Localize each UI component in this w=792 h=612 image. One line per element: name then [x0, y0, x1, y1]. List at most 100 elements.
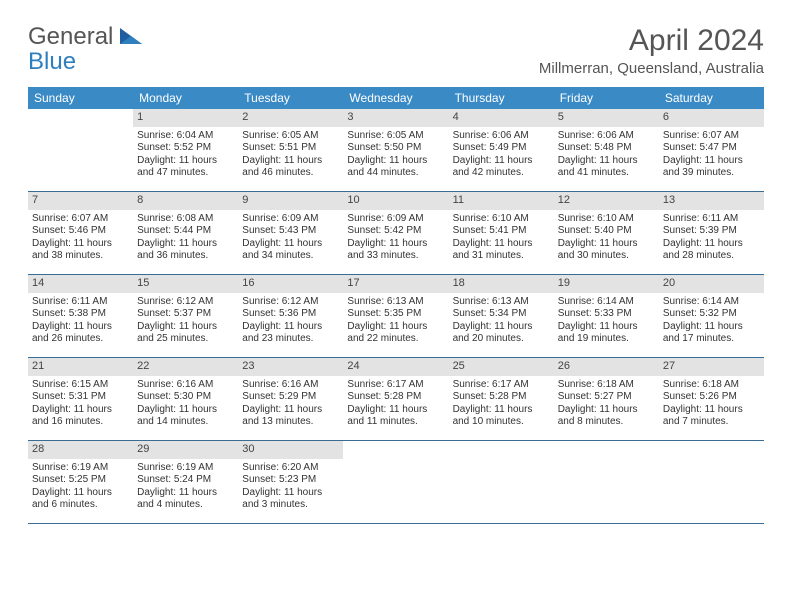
- day-day1: Daylight: 11 hours: [137, 487, 234, 500]
- day-sunrise: Sunrise: 6:15 AM: [32, 379, 129, 392]
- day-sunset: Sunset: 5:51 PM: [242, 142, 339, 155]
- day-sunset: Sunset: 5:47 PM: [663, 142, 760, 155]
- day-day1: Daylight: 11 hours: [137, 238, 234, 251]
- day-day2: and 39 minutes.: [663, 167, 760, 180]
- day-number: 1: [133, 109, 238, 127]
- day-cell: 18Sunrise: 6:13 AMSunset: 5:34 PMDayligh…: [449, 275, 554, 357]
- day-sunset: Sunset: 5:25 PM: [32, 474, 129, 487]
- day-sunrise: Sunrise: 6:14 AM: [558, 296, 655, 309]
- day-day1: Daylight: 11 hours: [558, 155, 655, 168]
- day-body: Sunrise: 6:16 AMSunset: 5:29 PMDaylight:…: [238, 376, 343, 433]
- day-sunrise: Sunrise: 6:18 AM: [558, 379, 655, 392]
- day-cell: 23Sunrise: 6:16 AMSunset: 5:29 PMDayligh…: [238, 358, 343, 440]
- day-day1: Daylight: 11 hours: [663, 321, 760, 334]
- day-cell: 22Sunrise: 6:16 AMSunset: 5:30 PMDayligh…: [133, 358, 238, 440]
- day-sunrise: Sunrise: 6:12 AM: [137, 296, 234, 309]
- day-body: Sunrise: 6:10 AMSunset: 5:41 PMDaylight:…: [449, 210, 554, 267]
- day-sunrise: Sunrise: 6:05 AM: [347, 130, 444, 143]
- day-cell: 28Sunrise: 6:19 AMSunset: 5:25 PMDayligh…: [28, 441, 133, 523]
- day-cell: 11Sunrise: 6:10 AMSunset: 5:41 PMDayligh…: [449, 192, 554, 274]
- day-number: 16: [238, 275, 343, 293]
- day-body: Sunrise: 6:18 AMSunset: 5:27 PMDaylight:…: [554, 376, 659, 433]
- day-body: Sunrise: 6:08 AMSunset: 5:44 PMDaylight:…: [133, 210, 238, 267]
- day-day1: Daylight: 11 hours: [137, 321, 234, 334]
- day-sunrise: Sunrise: 6:16 AM: [137, 379, 234, 392]
- day-day2: and 14 minutes.: [137, 416, 234, 429]
- day-sunrise: Sunrise: 6:06 AM: [453, 130, 550, 143]
- day-sunrise: Sunrise: 6:14 AM: [663, 296, 760, 309]
- day-day1: Daylight: 11 hours: [558, 404, 655, 417]
- day-header: Monday: [133, 87, 238, 109]
- day-cell: 21Sunrise: 6:15 AMSunset: 5:31 PMDayligh…: [28, 358, 133, 440]
- day-sunset: Sunset: 5:36 PM: [242, 308, 339, 321]
- day-sunrise: Sunrise: 6:17 AM: [347, 379, 444, 392]
- day-cell: 17Sunrise: 6:13 AMSunset: 5:35 PMDayligh…: [343, 275, 448, 357]
- day-cell: 26Sunrise: 6:18 AMSunset: 5:27 PMDayligh…: [554, 358, 659, 440]
- day-day2: and 23 minutes.: [242, 333, 339, 346]
- day-cell: 15Sunrise: 6:12 AMSunset: 5:37 PMDayligh…: [133, 275, 238, 357]
- day-sunset: Sunset: 5:50 PM: [347, 142, 444, 155]
- empty-cell: [554, 441, 659, 523]
- day-sunset: Sunset: 5:40 PM: [558, 225, 655, 238]
- day-sunset: Sunset: 5:24 PM: [137, 474, 234, 487]
- week-row: 7Sunrise: 6:07 AMSunset: 5:46 PMDaylight…: [28, 192, 764, 275]
- day-number: 24: [343, 358, 448, 376]
- day-sunset: Sunset: 5:48 PM: [558, 142, 655, 155]
- day-day1: Daylight: 11 hours: [137, 155, 234, 168]
- day-header: Wednesday: [343, 87, 448, 109]
- day-header: Thursday: [449, 87, 554, 109]
- day-day2: and 46 minutes.: [242, 167, 339, 180]
- week-row: 1Sunrise: 6:04 AMSunset: 5:52 PMDaylight…: [28, 109, 764, 192]
- day-body: Sunrise: 6:11 AMSunset: 5:39 PMDaylight:…: [659, 210, 764, 267]
- day-body: Sunrise: 6:19 AMSunset: 5:24 PMDaylight:…: [133, 459, 238, 516]
- day-sunrise: Sunrise: 6:12 AM: [242, 296, 339, 309]
- day-cell: 25Sunrise: 6:17 AMSunset: 5:28 PMDayligh…: [449, 358, 554, 440]
- day-cell: 10Sunrise: 6:09 AMSunset: 5:42 PMDayligh…: [343, 192, 448, 274]
- day-cell: 20Sunrise: 6:14 AMSunset: 5:32 PMDayligh…: [659, 275, 764, 357]
- day-day1: Daylight: 11 hours: [347, 404, 444, 417]
- day-body: Sunrise: 6:06 AMSunset: 5:49 PMDaylight:…: [449, 127, 554, 184]
- day-number: 21: [28, 358, 133, 376]
- day-day1: Daylight: 11 hours: [453, 404, 550, 417]
- day-sunset: Sunset: 5:37 PM: [137, 308, 234, 321]
- day-number: 14: [28, 275, 133, 293]
- day-number: 6: [659, 109, 764, 127]
- day-sunset: Sunset: 5:34 PM: [453, 308, 550, 321]
- day-number: 29: [133, 441, 238, 459]
- day-day2: and 47 minutes.: [137, 167, 234, 180]
- day-cell: 2Sunrise: 6:05 AMSunset: 5:51 PMDaylight…: [238, 109, 343, 191]
- day-sunset: Sunset: 5:41 PM: [453, 225, 550, 238]
- day-cell: 3Sunrise: 6:05 AMSunset: 5:50 PMDaylight…: [343, 109, 448, 191]
- day-body: Sunrise: 6:20 AMSunset: 5:23 PMDaylight:…: [238, 459, 343, 516]
- day-day1: Daylight: 11 hours: [453, 321, 550, 334]
- day-body: Sunrise: 6:13 AMSunset: 5:35 PMDaylight:…: [343, 293, 448, 350]
- location-subtitle: Millmerran, Queensland, Australia: [539, 60, 764, 77]
- month-title: April 2024: [539, 24, 764, 58]
- day-number: 18: [449, 275, 554, 293]
- day-number: 13: [659, 192, 764, 210]
- day-number: 20: [659, 275, 764, 293]
- day-body: Sunrise: 6:06 AMSunset: 5:48 PMDaylight:…: [554, 127, 659, 184]
- page-header: General Blue April 2024 Millmerran, Quee…: [28, 24, 764, 77]
- day-sunset: Sunset: 5:44 PM: [137, 225, 234, 238]
- day-cell: 14Sunrise: 6:11 AMSunset: 5:38 PMDayligh…: [28, 275, 133, 357]
- day-body: Sunrise: 6:17 AMSunset: 5:28 PMDaylight:…: [343, 376, 448, 433]
- day-sunrise: Sunrise: 6:11 AM: [32, 296, 129, 309]
- day-body: Sunrise: 6:13 AMSunset: 5:34 PMDaylight:…: [449, 293, 554, 350]
- day-day1: Daylight: 11 hours: [663, 155, 760, 168]
- week-row: 21Sunrise: 6:15 AMSunset: 5:31 PMDayligh…: [28, 358, 764, 441]
- day-cell: 19Sunrise: 6:14 AMSunset: 5:33 PMDayligh…: [554, 275, 659, 357]
- day-number: 8: [133, 192, 238, 210]
- brand-line1: General: [28, 23, 113, 50]
- day-sunrise: Sunrise: 6:09 AM: [242, 213, 339, 226]
- day-day2: and 31 minutes.: [453, 250, 550, 263]
- day-day2: and 10 minutes.: [453, 416, 550, 429]
- day-body: Sunrise: 6:09 AMSunset: 5:42 PMDaylight:…: [343, 210, 448, 267]
- empty-cell: [449, 441, 554, 523]
- day-day2: and 17 minutes.: [663, 333, 760, 346]
- day-number: 4: [449, 109, 554, 127]
- day-number: 28: [28, 441, 133, 459]
- day-day1: Daylight: 11 hours: [663, 238, 760, 251]
- day-sunrise: Sunrise: 6:11 AM: [663, 213, 760, 226]
- day-body: Sunrise: 6:19 AMSunset: 5:25 PMDaylight:…: [28, 459, 133, 516]
